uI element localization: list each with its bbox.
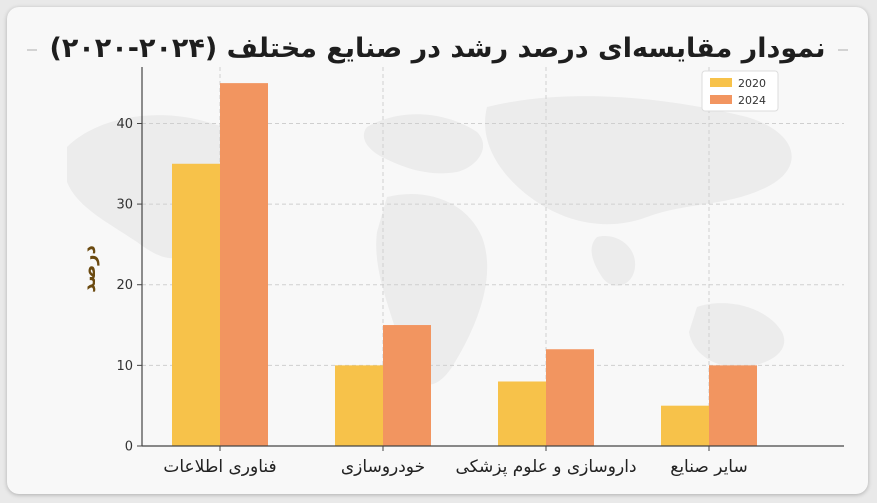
y-tick-label: 0 <box>125 440 133 455</box>
y-axis-label: درصد <box>79 245 100 292</box>
y-tick-label: 10 <box>116 359 133 374</box>
bar-2020-2 <box>335 365 383 446</box>
y-tick-label: 40 <box>116 117 133 132</box>
bar-2024-4 <box>709 365 757 446</box>
legend-swatch-2024 <box>710 95 732 104</box>
bar-2024-3 <box>546 349 594 446</box>
x-category-label: داروسازی و علوم پزشکی <box>455 457 636 477</box>
chart-title: نمودار مقایسه‌ای درصد رشد در صنایع مختلف… <box>7 27 868 71</box>
bar-2020-3 <box>498 381 546 446</box>
bar-2024-2 <box>383 325 431 446</box>
x-category-label: فناوری اطلاعات <box>163 457 276 477</box>
legend-label-2020: 2020 <box>738 77 766 90</box>
legend-swatch-2020 <box>710 78 732 87</box>
y-tick-label: 20 <box>116 278 133 293</box>
chart-title-text: نمودار مقایسه‌ای درصد رشد در صنایع مختلف… <box>37 33 838 64</box>
title-bar: نمودار مقایسه‌ای درصد رشد در صنایع مختلف… <box>7 27 868 71</box>
y-tick-label: 30 <box>116 198 133 213</box>
bar-2020-4 <box>661 405 709 446</box>
bar-2024-1 <box>220 83 268 447</box>
chart-card: نمودار مقایسه‌ای درصد رشد در صنایع مختلف… <box>7 7 868 494</box>
x-category-label: خودروسازی <box>341 457 425 477</box>
legend-label-2024: 2024 <box>738 94 766 107</box>
bar-chart: 0 10 20 30 40 فناوری اطلاعات خودروسازی داروسازی… <box>79 67 844 477</box>
x-category-label: سایر صنایع <box>670 457 747 477</box>
bar-2020-1 <box>172 163 220 446</box>
